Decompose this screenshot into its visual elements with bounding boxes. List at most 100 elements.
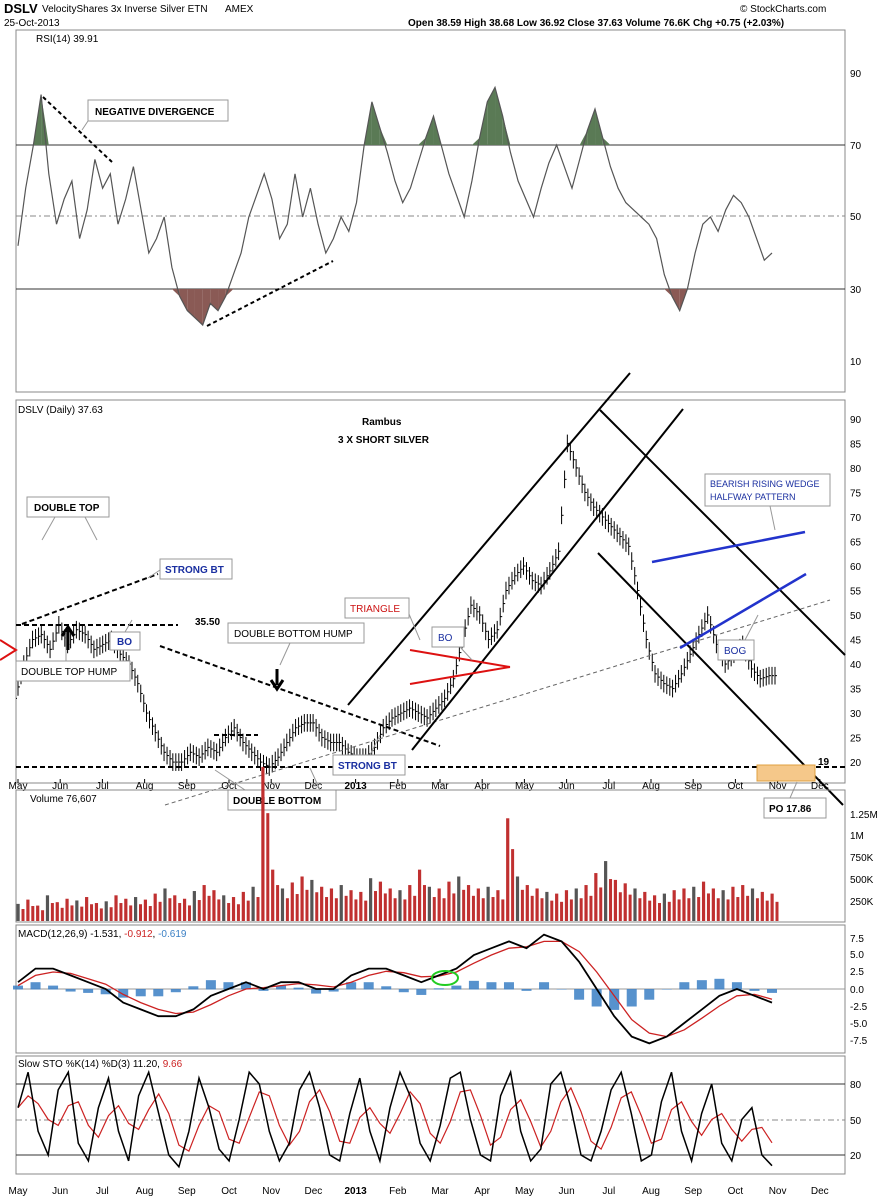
- volume-bar: [227, 903, 231, 921]
- macd-histogram-bar: [276, 985, 287, 990]
- price-tick-label: 50: [850, 611, 862, 622]
- callout-bo-2: BO: [431, 626, 473, 661]
- volume-bar: [295, 894, 299, 921]
- rsi-tick-10: 10: [850, 357, 862, 368]
- up-arrow-icon: [60, 624, 76, 650]
- wedge-text-2: HALFWAY PATTERN: [710, 492, 796, 502]
- volume-frame: [15, 789, 846, 923]
- macd-histogram-bar: [521, 989, 532, 991]
- volume-bar: [648, 900, 652, 921]
- month-label-bottom: Nov: [769, 1186, 787, 1197]
- macd-histogram-bar: [644, 989, 655, 1000]
- month-label-bottom: 2013: [344, 1186, 367, 1197]
- volume-bar: [31, 906, 35, 921]
- macd-histogram-bar: [591, 989, 602, 1007]
- macd-histogram-bar: [83, 989, 94, 993]
- double-top-text: DOUBLE TOP: [34, 503, 100, 514]
- rsi-overbought-fill: [579, 130, 588, 145]
- volume-label: Volume 76,607: [30, 794, 97, 805]
- vol-tick-4: 500K: [850, 875, 874, 886]
- volume-bar: [276, 885, 280, 921]
- month-label-bottom: Nov: [262, 1186, 280, 1197]
- month-label-bottom: Aug: [136, 1186, 154, 1197]
- macd-histogram-bar: [223, 982, 234, 990]
- volume-bar: [535, 888, 539, 921]
- vol-tick-5: 250K: [850, 897, 874, 908]
- volume-bar: [90, 904, 94, 921]
- volume-bar: [65, 898, 69, 921]
- rsi-tick-30: 30: [850, 285, 862, 296]
- volume-bar: [55, 902, 59, 921]
- volume-bar: [599, 887, 603, 921]
- month-label: Oct: [221, 781, 237, 792]
- wedge-lower: [679, 572, 807, 650]
- volume-bar: [50, 903, 54, 921]
- volume-bar: [153, 893, 157, 921]
- volume-bar: [383, 893, 387, 921]
- macd-histogram-bar: [767, 989, 777, 993]
- volume-bar: [231, 897, 236, 921]
- volume-bar: [682, 888, 686, 921]
- down-channel-lower: [597, 552, 844, 806]
- month-label: Nov: [769, 781, 787, 792]
- volume-bar: [364, 900, 368, 921]
- volume-bar: [623, 883, 627, 921]
- callout-po: PO 17.86: [763, 781, 827, 819]
- price-panel: DSLV (Daily) 37.63 Rambus 3 X SHORT SILV…: [0, 372, 862, 819]
- month-label: Dec: [305, 781, 323, 792]
- volume-bar: [187, 905, 191, 921]
- volume-bar: [750, 888, 755, 921]
- macd-histogram-bar: [100, 989, 111, 995]
- macd-histogram-bar: [65, 989, 76, 992]
- rsi-overbought-fill: [471, 137, 480, 145]
- rsi-overbought-fill: [371, 101, 380, 145]
- macd-crossover-circle: [431, 970, 459, 986]
- macd-histogram-bar: [311, 989, 322, 994]
- volume-bar: [94, 903, 99, 921]
- double-top-trendline: [21, 573, 159, 625]
- sto-tick-50: 50: [850, 1116, 862, 1127]
- rsi-overbought-fill: [487, 87, 496, 145]
- sto-series: [17, 1069, 773, 1169]
- volume-bar: [280, 888, 285, 921]
- quote-summary: Open 38.59 High 38.68 Low 36.92 Close 37…: [408, 18, 784, 29]
- price-axis: 90 85 80 75 70 65 60 55 50 45 40 35 30 25 20: [850, 415, 862, 769]
- rsi-overbought-fill: [495, 87, 503, 145]
- double-top-hump-text: DOUBLE TOP HUMP: [21, 667, 117, 678]
- macd-tick-6: -5.0: [850, 1019, 868, 1030]
- volume-bar: [354, 899, 358, 921]
- macd-tick-7: -7.5: [850, 1036, 868, 1047]
- rsi-oversold-fill: [202, 289, 211, 325]
- down-channel-upper: [599, 409, 846, 656]
- month-label: May: [515, 781, 534, 792]
- rsi-overbought-fill: [587, 109, 596, 145]
- rsi-tick-90: 90: [850, 69, 862, 80]
- volume-bar: [452, 893, 456, 921]
- volume-bar: [300, 876, 304, 921]
- exchange-label: AMEX: [225, 4, 254, 15]
- macd-histogram-bar: [328, 989, 339, 992]
- rsi-label: RSI(14) 39.91: [36, 34, 99, 45]
- macd-histogram-bar: [153, 989, 164, 997]
- sto-panel: Slow STO %K(14) %D(3) 11.20, 9.66 80 50 …: [15, 1055, 862, 1175]
- strong-bt-1-text: STRONG BT: [165, 565, 224, 576]
- volume-bar: [359, 891, 363, 921]
- callout-strong-bt-1: STRONG BT: [147, 558, 233, 580]
- macd-histogram-bar: [381, 986, 392, 990]
- volume-bar: [119, 903, 123, 921]
- month-label: 2013: [344, 781, 367, 792]
- volume-bar: [329, 888, 334, 921]
- volume-bar: [192, 891, 196, 921]
- macd-histogram-bar: [240, 982, 251, 990]
- volume-bar: [501, 899, 505, 921]
- month-label: Jun: [52, 781, 68, 792]
- bog-text: BOG: [724, 646, 746, 657]
- time-axis: May Jun Jul Aug Sep Oct Nov Dec 2013 Feb Mar Apr May…: [9, 779, 829, 792]
- price-tick-label: 40: [850, 660, 862, 671]
- macd-histogram-bar: [346, 982, 357, 990]
- volume-bar: [584, 885, 588, 921]
- month-label-bottom: Feb: [389, 1186, 407, 1197]
- volume-bar: [217, 899, 221, 921]
- volume-bar: [530, 895, 534, 921]
- volume-bar: [540, 898, 544, 921]
